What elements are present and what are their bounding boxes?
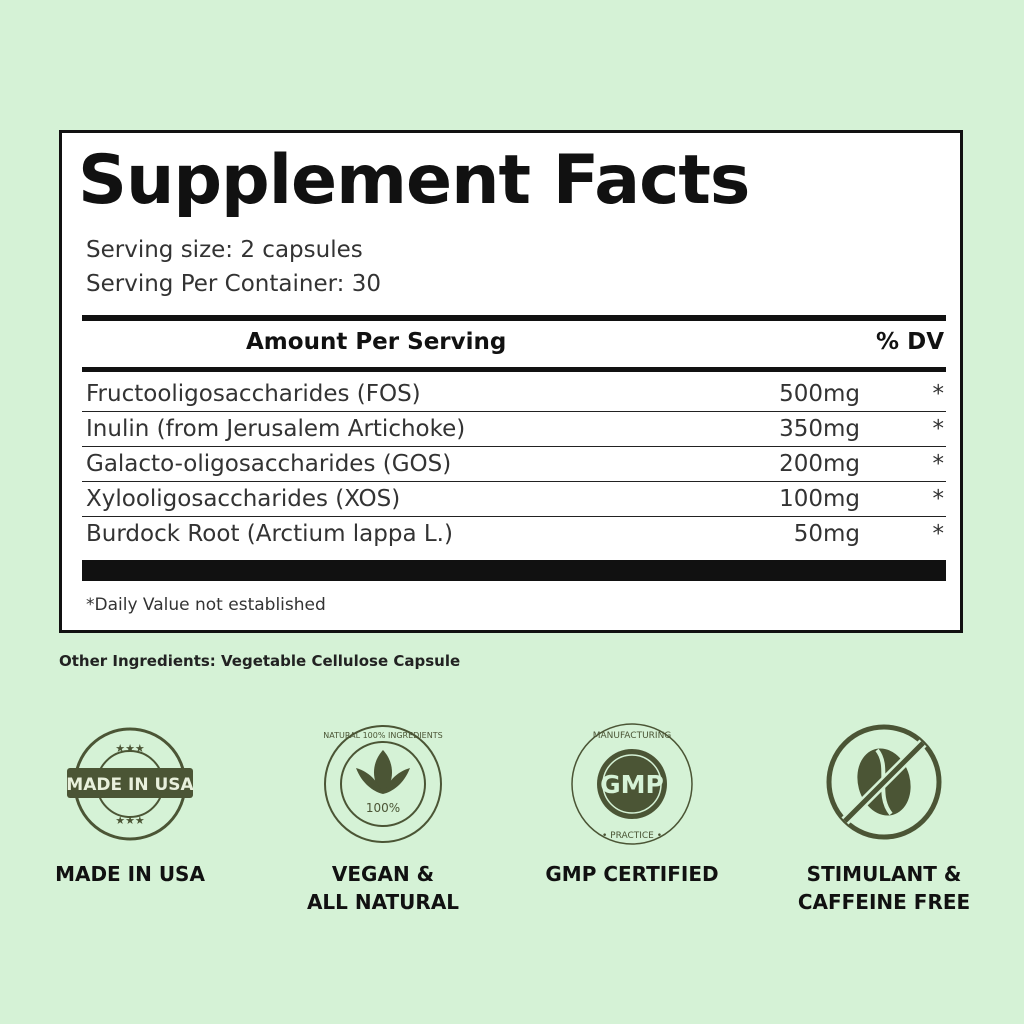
nutrient-dv: *	[932, 521, 945, 547]
nutrient-row: Burdock Root (Arctium lappa L.) 50mg *	[82, 517, 946, 552]
nutrient-amount: 350mg	[779, 416, 860, 442]
nutrient-amount: 500mg	[779, 381, 860, 407]
badge-vegan: 100% NATURAL 100% INGREDIENTS VEGAN & ALL…	[268, 722, 498, 916]
nutrient-dv: *	[932, 416, 945, 442]
nutrient-row: Fructooligosaccharides (FOS) 500mg *	[82, 377, 946, 412]
header-amount: Amount Per Serving	[246, 329, 507, 355]
nutrient-name: Inulin (from Jerusalem Artichoke)	[86, 416, 466, 442]
svg-text:NATURAL 100% INGREDIENTS: NATURAL 100% INGREDIENTS	[323, 731, 442, 740]
badge-label: GMP CERTIFIED	[545, 862, 719, 886]
badge-made-in-usa: ★★★ ★★★ MADE IN USA MADE IN USA	[15, 722, 245, 888]
footnote: *Daily Value not established	[86, 595, 326, 615]
divider-thick	[82, 367, 946, 372]
badge-label: VEGAN & ALL NATURAL	[306, 862, 460, 914]
nutrient-amount: 200mg	[779, 451, 860, 477]
nutrient-dv: *	[932, 451, 945, 477]
badge-gmp: GMP • PRACTICE • MANUFACTURING GMP CERTI…	[517, 722, 747, 888]
svg-text:MANUFACTURING: MANUFACTURING	[593, 731, 672, 741]
svg-text:100%: 100%	[366, 801, 400, 815]
nutrient-amount: 50mg	[793, 521, 860, 547]
svg-text:• PRACTICE •: • PRACTICE •	[602, 831, 662, 841]
servings-per-container: Serving Per Container: 30	[86, 271, 381, 297]
svg-text:GMP: GMP	[600, 770, 664, 799]
nutrient-dv: *	[932, 381, 945, 407]
gmp-seal-icon: GMP • PRACTICE • MANUFACTURING	[571, 723, 693, 845]
other-ingredients: Other Ingredients: Vegetable Cellulose C…	[59, 652, 461, 670]
nutrient-row: Xylooligosaccharides (XOS) 100mg *	[82, 482, 946, 517]
nutrient-amount: 100mg	[779, 486, 860, 512]
nutrient-dv: *	[932, 486, 945, 512]
header-dv: % DV	[876, 329, 944, 355]
nutrient-name: Galacto-oligosaccharides (GOS)	[86, 451, 452, 477]
made-in-usa-seal-icon: ★★★ ★★★ MADE IN USA	[66, 727, 195, 841]
svg-text:★★★: ★★★	[115, 814, 145, 827]
divider-thick	[82, 315, 946, 321]
badge-label: MADE IN USA	[55, 862, 205, 886]
nutrient-name: Xylooligosaccharides (XOS)	[86, 486, 401, 512]
badge-caffeine-free: STIMULANT & CAFFEINE FREE	[769, 722, 999, 916]
nutrient-row: Galacto-oligosaccharides (GOS) 200mg *	[82, 447, 946, 482]
nutrient-row: Inulin (from Jerusalem Artichoke) 350mg *	[82, 412, 946, 447]
svg-text:MADE IN USA: MADE IN USA	[66, 775, 194, 795]
svg-text:★★★: ★★★	[115, 742, 145, 755]
no-coffee-bean-icon	[826, 724, 942, 840]
nutrient-name: Fructooligosaccharides (FOS)	[86, 381, 421, 407]
divider-bottom-bar	[82, 560, 946, 581]
natural-leaf-seal-icon: 100% NATURAL 100% INGREDIENTS	[323, 725, 443, 843]
badge-label: STIMULANT & CAFFEINE FREE	[797, 862, 971, 914]
serving-size: Serving size: 2 capsules	[86, 237, 363, 263]
facts-title: Supplement Facts	[78, 141, 750, 220]
supplement-facts-panel: Supplement Facts Serving size: 2 capsule…	[59, 130, 963, 633]
nutrient-name: Burdock Root (Arctium lappa L.)	[86, 521, 453, 547]
